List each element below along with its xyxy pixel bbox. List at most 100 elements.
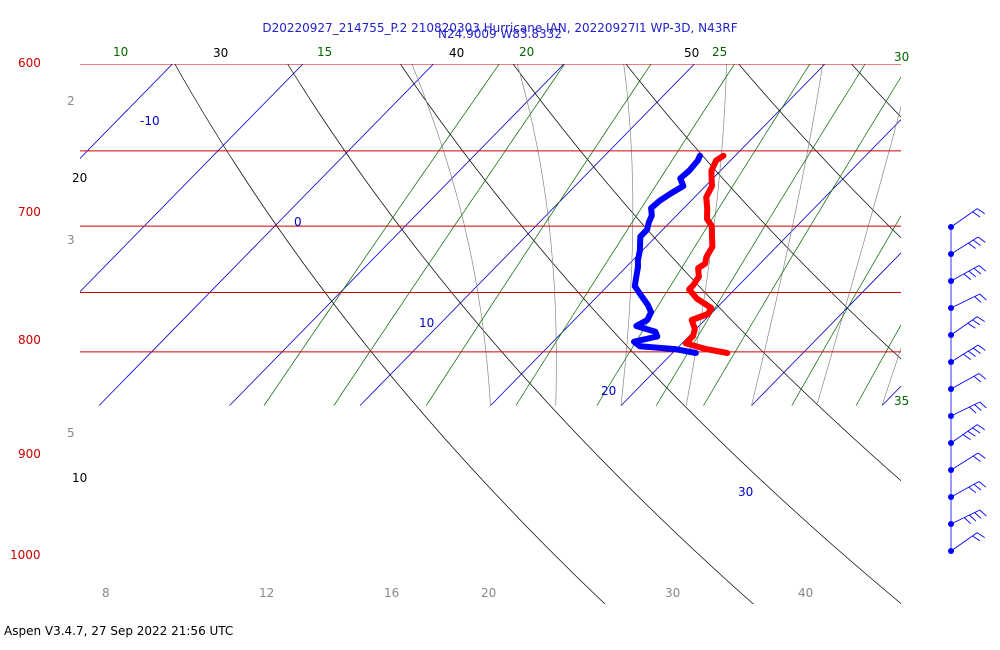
mixing-ratio-line	[596, 64, 811, 406]
wind-barb-staff	[950, 344, 979, 363]
moist-adiabat-line	[751, 64, 824, 406]
wind-barb-staff	[950, 265, 980, 282]
wind-barb-staff	[950, 401, 980, 417]
mixing-ratio-label: 30	[894, 50, 909, 64]
wind-barb-feather	[973, 239, 981, 246]
mixing-ratio-line	[703, 76, 901, 406]
wind-barb-staff	[950, 424, 978, 444]
temperature-tick-label: 16	[384, 586, 399, 600]
moist-adiabat-line	[816, 105, 901, 406]
dry-adiabat-line	[287, 64, 754, 604]
moist-adiabat-line	[881, 347, 901, 406]
wind-barb-feather	[978, 265, 987, 272]
dry-adiabat-label: 20	[72, 171, 87, 185]
wind-barb-feather	[979, 509, 987, 517]
wind-barb-feather	[973, 347, 981, 354]
wind-barb-feather	[969, 514, 977, 522]
isotherm-label: 20	[601, 384, 616, 398]
wind-barb-staff	[950, 373, 980, 390]
isotherm-line	[80, 64, 304, 293]
wind-barb-staff	[950, 532, 978, 552]
mixing-ratio-line	[426, 64, 652, 406]
pressure-tick-label: 600	[18, 56, 41, 70]
dry-adiabat-line	[512, 64, 901, 482]
temperature-tick-label: 20	[481, 586, 496, 600]
mixing-ratio-label: 10	[113, 45, 128, 59]
moist-adiabat-label: 2	[67, 94, 75, 108]
mixing-ratio-line	[515, 64, 735, 406]
pressure-tick-label: 800	[18, 333, 41, 347]
wind-barb-feather	[962, 434, 971, 440]
wind-barb-feather	[968, 350, 976, 357]
chart-title-line-2: N24.9009 W83.8332	[438, 27, 562, 41]
dry-adiabat-line	[625, 64, 901, 360]
wind-barb-feather	[973, 455, 981, 462]
wind-barb-feather	[974, 404, 982, 411]
wind-barb-feather	[973, 267, 982, 275]
wind-barb-staff	[950, 236, 979, 255]
mixing-ratio-line	[791, 215, 901, 406]
dewpoint-profile	[631, 152, 703, 356]
wind-barb-staff	[950, 509, 980, 525]
wind-barb-feather	[973, 375, 982, 383]
isotherm-line	[881, 385, 901, 406]
wind-barb-feather	[977, 344, 986, 351]
dry-adiabat-line	[851, 64, 901, 118]
wind-barb-feather	[972, 427, 981, 434]
dry-adiabat-line	[738, 64, 901, 239]
isotherm-label: -10	[140, 114, 160, 128]
isotherm-line	[359, 64, 695, 406]
isotherm-label: 30	[738, 485, 753, 499]
wind-barb-feather	[963, 517, 972, 525]
wind-barb-feather	[976, 424, 985, 430]
mixing-ratio-line	[655, 64, 866, 406]
wind-barb-feather	[976, 532, 985, 538]
moist-adiabat-line	[516, 64, 557, 406]
mixing-ratio-line	[263, 64, 500, 406]
wind-barb-feather	[973, 483, 982, 491]
wind-barb-feather	[972, 211, 981, 218]
moist-adiabat-line	[620, 64, 634, 406]
isotherm-line	[80, 64, 173, 159]
mixing-ratio-label: 20	[519, 45, 534, 59]
dry-adiabat-line	[174, 64, 606, 604]
dry-adiabat-line	[955, 54, 1000, 612]
wind-barb-feather	[967, 322, 976, 329]
wind-barb-feather	[976, 316, 985, 322]
wind-barb-feather	[977, 452, 986, 459]
footer-version: Aspen V3.4.7, 27 Sep 2022 21:56 UTC	[4, 624, 234, 638]
moist-adiabat-label: 3	[67, 233, 75, 247]
wind-barb-feather	[967, 430, 976, 437]
wind-barb-feather	[977, 236, 986, 243]
isotherm-line	[751, 252, 901, 406]
wind-barb-feather	[978, 481, 987, 488]
wind-barb-feather	[968, 486, 977, 494]
grid-lines	[80, 54, 1000, 612]
wind-barb-feather	[979, 293, 987, 301]
mixing-ratio-label: 15	[317, 45, 332, 59]
wind-barb-feather	[972, 535, 981, 542]
dry-adiabat-label: 40	[449, 46, 464, 60]
wind-barb-feather	[974, 512, 982, 519]
mixing-ratio-line	[333, 64, 566, 406]
wind-barb-feather	[963, 273, 972, 280]
pressure-tick-label: 700	[18, 205, 41, 219]
temperature-tick-label: 40	[798, 586, 813, 600]
isotherm-line	[490, 64, 826, 406]
temperature-tick-label: 30	[665, 586, 680, 600]
isotherm-label: 0	[294, 215, 302, 229]
mixing-ratio-label: 25	[712, 45, 727, 59]
wind-barb-feather	[969, 406, 977, 414]
temperature-tick-label: 12	[259, 586, 274, 600]
wind-barb-feather	[963, 353, 971, 360]
temperature-tick-label: 8	[102, 586, 110, 600]
wind-barb-feather	[979, 401, 987, 409]
wind-barb-feather	[972, 319, 981, 326]
wind-barb-feather	[968, 242, 976, 249]
dry-adiabat-label: 30	[213, 46, 228, 60]
pressure-tick-label: 1000	[10, 548, 41, 562]
mixing-ratio-line	[855, 324, 901, 406]
isotherm-line	[229, 64, 565, 406]
wind-barb-staff	[950, 208, 978, 228]
